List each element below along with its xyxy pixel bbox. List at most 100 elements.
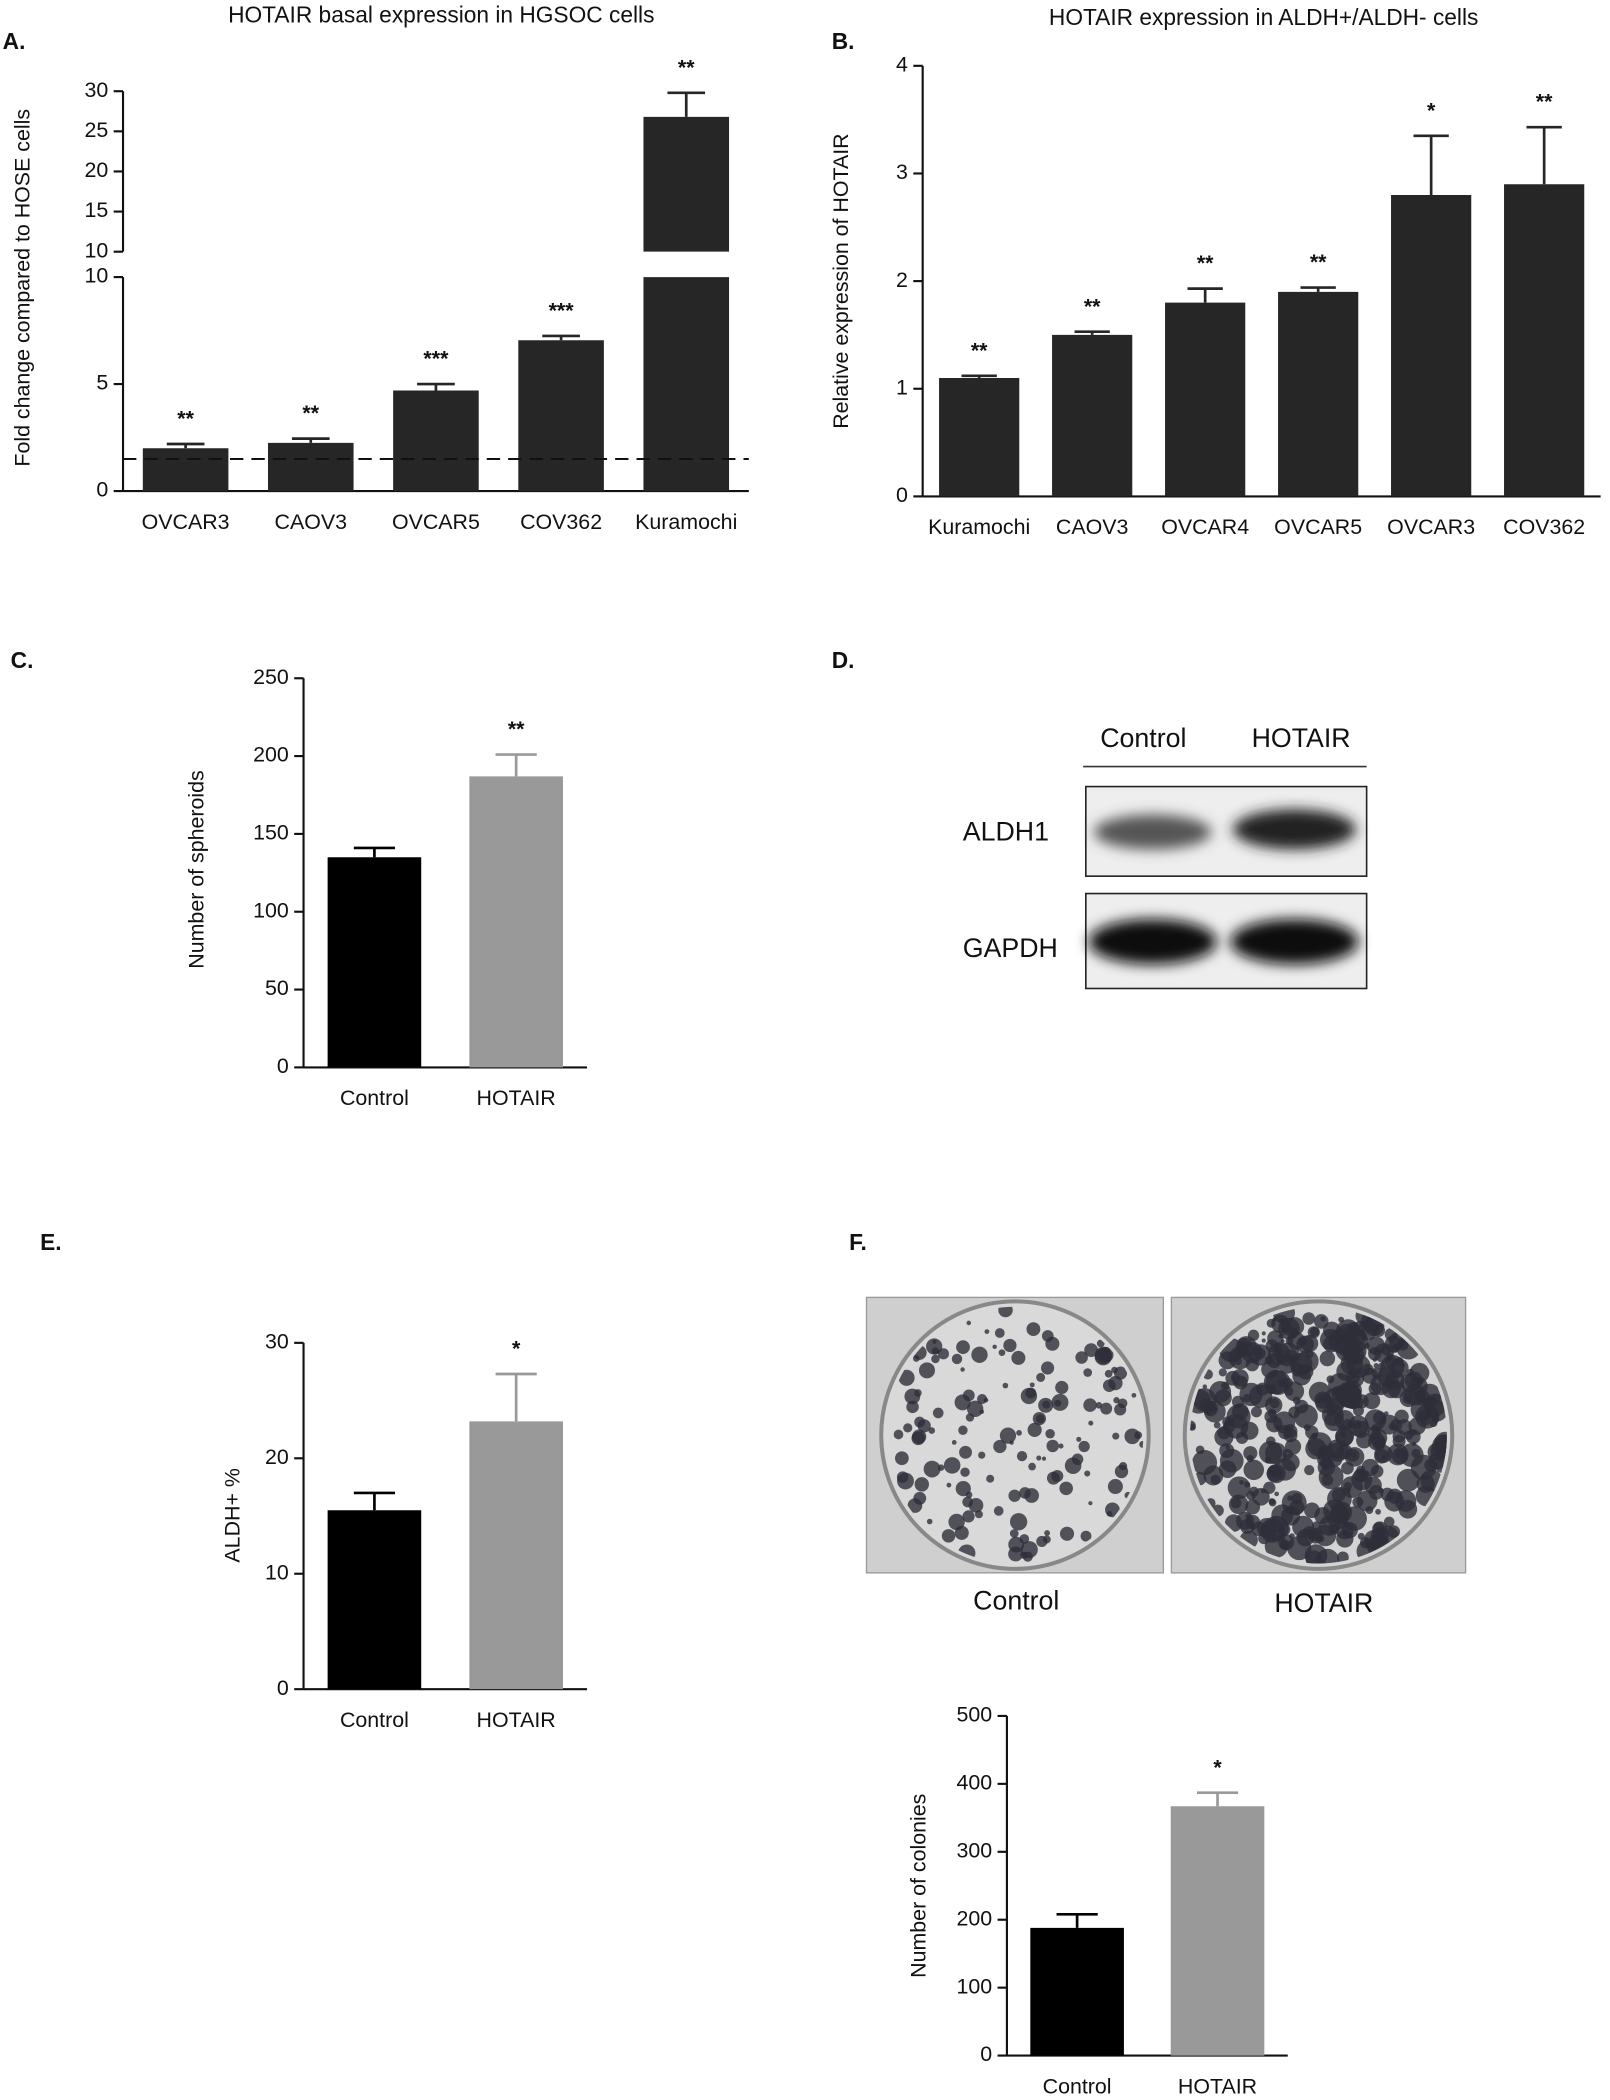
colony: [1406, 1368, 1414, 1376]
colony: [1346, 1448, 1360, 1462]
significance: **: [1536, 90, 1553, 114]
colony: [1032, 1411, 1047, 1426]
bar: [1504, 184, 1585, 497]
x-tick-label: OVCAR3: [1387, 515, 1475, 539]
colony: [998, 1349, 1006, 1356]
bar: [267, 442, 354, 492]
colony: [1415, 1377, 1424, 1386]
y-tick-label: 300: [957, 1838, 993, 1862]
colony: [1026, 1322, 1041, 1337]
x-tick-label: CAOV3: [1056, 515, 1128, 539]
colony: [1368, 1382, 1382, 1396]
colony: [1296, 1335, 1314, 1354]
colony: [1239, 1479, 1244, 1485]
colony: [1195, 1445, 1205, 1455]
colony: [1036, 1372, 1046, 1382]
y-tick-label: 150: [253, 821, 289, 845]
y-tick-label: 0: [277, 1676, 289, 1700]
colony: [1297, 1364, 1314, 1380]
chart-title: HOTAIR expression in ALDH+/ALDH- cells: [1049, 4, 1478, 30]
colony: [1385, 1370, 1405, 1390]
colony: [960, 1367, 965, 1372]
colony: [1363, 1392, 1381, 1410]
error-bar: [353, 846, 396, 858]
y-tick-label: 0: [96, 478, 108, 502]
colony: [1387, 1525, 1401, 1538]
colony: [951, 1440, 957, 1445]
colonies: [1190, 1306, 1447, 1564]
colony: [1084, 1470, 1091, 1477]
colony: [1326, 1439, 1349, 1462]
y-tick-label: 30: [85, 78, 109, 102]
y-tick-label: 0: [896, 483, 908, 507]
colonies: [893, 1306, 1144, 1562]
error-bar: [1413, 134, 1449, 195]
colony: [1375, 1440, 1385, 1451]
colony: [1003, 1338, 1017, 1353]
panel-label: B.: [832, 28, 855, 54]
blot-band: [1093, 814, 1212, 850]
colony: [1247, 1329, 1260, 1342]
y-axis-label: Relative expression of HOTAIR: [829, 133, 853, 428]
colony: [1392, 1429, 1406, 1443]
colony: [965, 1491, 973, 1499]
colony: [1041, 1456, 1047, 1461]
colony: [1284, 1381, 1305, 1402]
colony: [1045, 1336, 1060, 1351]
colony: [1020, 1387, 1038, 1405]
colony: [1210, 1406, 1217, 1413]
error-bar: [495, 753, 537, 777]
colony: [1249, 1486, 1259, 1497]
colony: [1318, 1464, 1344, 1490]
colony: [986, 1474, 995, 1483]
colony: [1282, 1448, 1293, 1460]
colony: [1398, 1500, 1418, 1519]
colony: [974, 1510, 983, 1519]
western-blot: D. Control HOTAIR ALDH1 GAPDH: [832, 647, 1368, 990]
colony: [1260, 1488, 1266, 1494]
colony: [1218, 1368, 1227, 1377]
colony: [1434, 1431, 1447, 1454]
y-tick-label: 500: [957, 1703, 993, 1727]
significance: **: [678, 55, 695, 79]
significance: **: [177, 407, 194, 431]
bar: [393, 390, 479, 492]
colony: [1269, 1398, 1280, 1409]
colony: [1051, 1469, 1064, 1483]
blot-column-label: HOTAIR: [1252, 723, 1351, 753]
colony: [1009, 1529, 1019, 1538]
colony: [1058, 1443, 1064, 1449]
y-tick-label: 5: [96, 371, 108, 395]
colony-photos: F. Control HOTAIR: [849, 1229, 1467, 1618]
bar: [327, 1510, 422, 1690]
colony: [1383, 1516, 1395, 1528]
colony: [911, 1431, 926, 1446]
colony: [1124, 1428, 1141, 1445]
x-tick-label: Control: [340, 1708, 409, 1732]
colony: [1254, 1347, 1266, 1360]
colony: [1368, 1347, 1382, 1361]
bar: [1278, 291, 1359, 497]
colony: [1336, 1551, 1349, 1564]
blot-band: [1088, 918, 1217, 965]
y-axis-label: Fold change compared to HOSE cells: [11, 109, 35, 467]
colony: [1080, 1530, 1092, 1542]
colony: [931, 1347, 940, 1355]
x-tick-label: CAOV3: [275, 510, 347, 534]
colony: [1372, 1411, 1387, 1425]
colony: [1268, 1498, 1277, 1507]
y-axis-label: Number of colonies: [907, 1794, 931, 1978]
bar: [327, 857, 422, 1068]
colony: [1263, 1481, 1276, 1494]
colony: [1305, 1550, 1323, 1564]
colony: [1324, 1411, 1345, 1432]
error-bar: [667, 91, 706, 117]
colony: [1315, 1548, 1340, 1564]
colony: [959, 1445, 972, 1459]
colony: [1011, 1350, 1026, 1365]
colony: [1243, 1459, 1265, 1481]
y-tick-label: 30: [265, 1330, 289, 1354]
colony: [1231, 1375, 1236, 1381]
colony: [1036, 1455, 1042, 1461]
colony: [914, 1416, 926, 1428]
